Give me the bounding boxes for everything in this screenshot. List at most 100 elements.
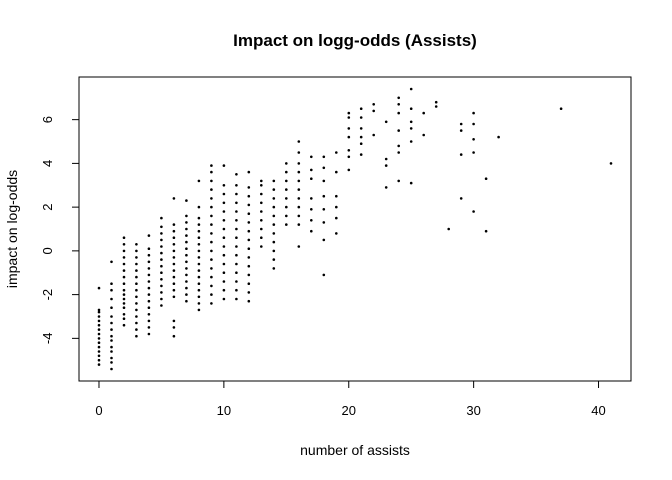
data-point xyxy=(260,201,263,205)
data-point xyxy=(397,103,401,106)
data-point xyxy=(122,275,126,279)
data-point xyxy=(172,319,176,323)
data-points xyxy=(97,87,613,371)
data-point xyxy=(210,302,213,305)
data-point xyxy=(472,151,475,154)
data-point xyxy=(222,245,226,248)
data-point xyxy=(185,273,188,277)
data-point xyxy=(147,306,151,310)
data-point xyxy=(335,194,338,198)
data-point xyxy=(347,111,351,115)
data-point xyxy=(160,251,163,255)
data-point xyxy=(222,280,226,283)
data-point xyxy=(260,245,263,248)
data-point xyxy=(409,181,413,185)
data-point xyxy=(235,219,238,222)
x-tick-label: 20 xyxy=(342,403,356,418)
data-point xyxy=(210,293,213,296)
data-point xyxy=(185,234,188,237)
data-point xyxy=(247,264,251,268)
data-point xyxy=(384,120,388,124)
data-point xyxy=(285,205,288,209)
data-point xyxy=(97,286,101,290)
data-point xyxy=(222,192,226,196)
data-point xyxy=(359,142,363,145)
data-point xyxy=(97,363,101,366)
data-point xyxy=(235,297,238,301)
data-point xyxy=(359,116,363,119)
data-point xyxy=(197,262,201,266)
data-point xyxy=(122,243,126,246)
data-point xyxy=(97,341,101,345)
data-point xyxy=(122,269,126,272)
data-point xyxy=(247,247,251,250)
data-point xyxy=(135,243,138,246)
data-point xyxy=(272,232,276,235)
data-point xyxy=(160,304,163,307)
data-point xyxy=(197,216,201,220)
data-point xyxy=(272,258,276,261)
data-point xyxy=(135,269,138,272)
data-point xyxy=(172,269,176,272)
x-tick-label: 10 xyxy=(217,403,231,418)
y-tick-label: 0 xyxy=(40,247,55,254)
data-point xyxy=(110,297,113,301)
data-point xyxy=(97,315,101,318)
y-tick-label: -4 xyxy=(40,333,55,345)
data-point xyxy=(297,223,301,226)
data-point xyxy=(434,105,438,108)
data-point xyxy=(285,223,288,226)
data-point xyxy=(247,186,251,189)
data-point xyxy=(197,229,201,233)
data-point xyxy=(297,205,301,209)
data-point xyxy=(197,179,201,183)
data-point xyxy=(197,236,201,239)
data-point xyxy=(347,135,351,139)
data-point xyxy=(260,210,263,213)
data-point xyxy=(235,192,238,196)
data-point xyxy=(397,151,401,154)
data-point xyxy=(147,260,151,264)
data-point xyxy=(210,275,213,279)
data-point xyxy=(122,306,126,310)
data-point xyxy=(222,210,226,213)
data-point xyxy=(122,313,126,316)
data-point xyxy=(210,267,213,270)
data-point xyxy=(172,223,176,226)
data-point xyxy=(247,229,251,233)
data-point xyxy=(210,164,213,167)
data-point xyxy=(185,267,188,270)
data-point xyxy=(147,253,151,257)
data-point xyxy=(310,219,313,222)
data-point xyxy=(459,153,463,156)
data-point xyxy=(297,170,301,174)
data-point xyxy=(335,216,338,220)
data-point xyxy=(97,337,101,340)
chart-title: Impact on logg-odds (Assists) xyxy=(233,31,477,50)
data-point xyxy=(210,232,213,235)
data-point xyxy=(359,107,363,110)
data-point xyxy=(110,350,113,353)
data-point xyxy=(347,149,351,152)
y-tick-label: 2 xyxy=(40,204,55,211)
data-point xyxy=(322,166,326,170)
data-point xyxy=(147,273,151,277)
data-point xyxy=(110,328,113,331)
data-point xyxy=(147,299,151,303)
data-point xyxy=(147,267,151,270)
data-point xyxy=(122,262,126,266)
x-axis: 0 10 20 30 40 xyxy=(95,380,606,418)
data-point xyxy=(297,245,301,248)
data-point xyxy=(247,291,251,294)
data-point xyxy=(135,334,138,338)
data-point xyxy=(247,170,251,174)
data-point xyxy=(285,214,288,218)
data-point xyxy=(135,288,138,292)
data-point xyxy=(147,286,151,290)
data-point xyxy=(409,127,413,130)
data-point xyxy=(185,286,188,290)
data-point xyxy=(260,236,263,239)
data-point xyxy=(235,201,238,205)
data-point xyxy=(285,170,288,174)
data-point xyxy=(97,358,101,362)
